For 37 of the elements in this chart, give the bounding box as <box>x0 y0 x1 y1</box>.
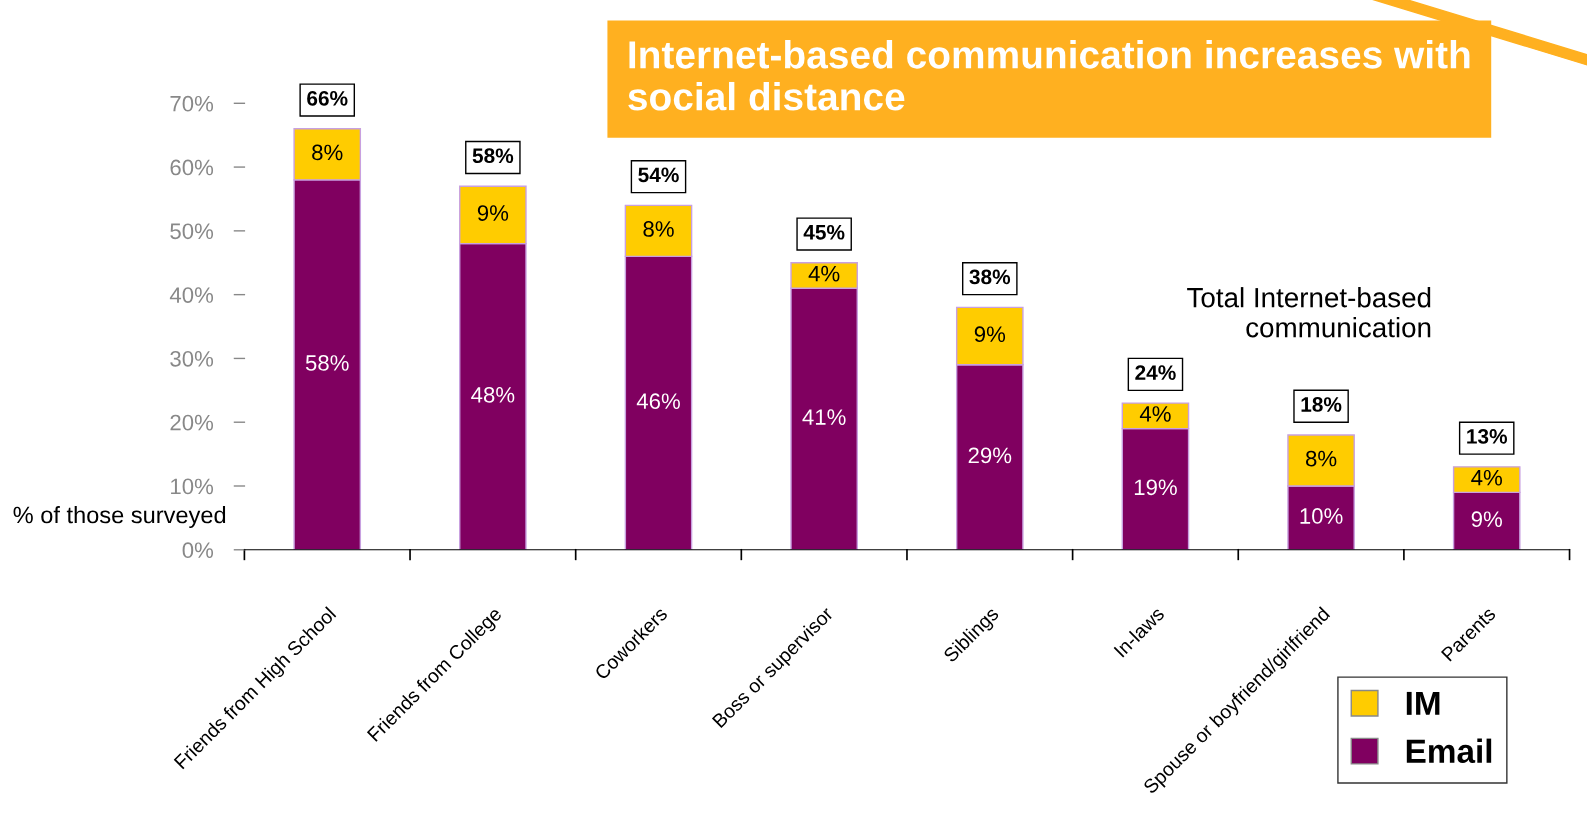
y-tick-label: 40% <box>169 287 214 303</box>
data-label: 19% <box>1134 479 1177 496</box>
data-label: 4% <box>808 265 840 282</box>
total-label: 45% <box>803 224 845 240</box>
total-label: 58% <box>472 148 514 164</box>
legend-label: IM <box>1406 691 1440 715</box>
data-label: 58% <box>305 355 349 371</box>
data-label: 8% <box>312 144 343 161</box>
total-label: 18% <box>1301 397 1342 412</box>
total-label: 38% <box>969 269 1011 285</box>
y-tick-label: 20% <box>170 414 214 431</box>
total-label: 54% <box>638 167 679 183</box>
annotation: Total Internet-based communication <box>1187 287 1431 338</box>
y-tick-label: 70% <box>170 95 214 112</box>
total-label: 13% <box>1467 429 1508 444</box>
data-label: 29% <box>968 447 1012 464</box>
y-tick-label: 0% <box>182 542 214 559</box>
legend-label: Email <box>1406 738 1492 764</box>
total-label: 24% <box>1135 365 1176 380</box>
data-label: 4% <box>1471 469 1502 486</box>
data-label: 41% <box>802 409 846 425</box>
data-label: 10% <box>1300 508 1343 524</box>
data-label: 4% <box>1139 406 1171 422</box>
y-tick-label: 50% <box>170 223 214 240</box>
data-label: 46% <box>636 393 680 410</box>
data-label: 9% <box>1471 511 1502 528</box>
y-tick-label: 30% <box>170 350 214 367</box>
data-label: 8% <box>643 221 674 237</box>
total-label: 66% <box>307 90 348 106</box>
data-label: 9% <box>974 326 1006 343</box>
data-label: 8% <box>1305 450 1337 467</box>
data-label: 48% <box>471 386 515 403</box>
annotation: Internet-based communication increases with social distance <box>628 40 1470 111</box>
y-tick-label: 60% <box>170 159 214 176</box>
data-label: 9% <box>477 205 509 221</box>
y-axis-title: % of those surveyed <box>13 505 226 529</box>
y-tick-label: 10% <box>171 478 214 495</box>
